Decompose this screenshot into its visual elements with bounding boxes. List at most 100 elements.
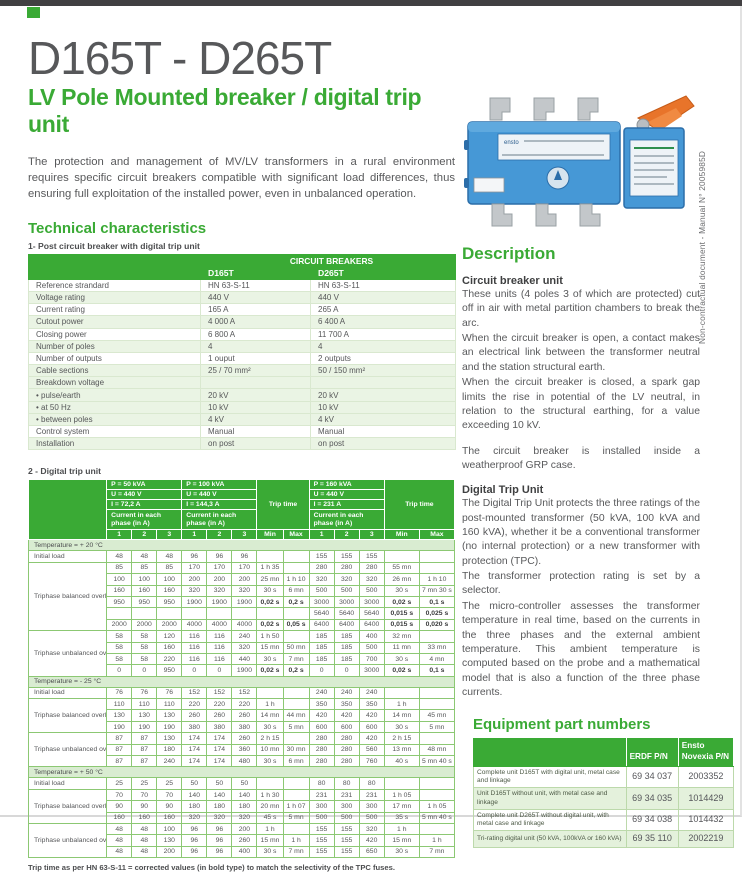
trip-value-cell: 155 bbox=[358, 550, 385, 563]
trip-value-cell: 0 bbox=[181, 664, 208, 677]
trip-value-cell: 160 bbox=[156, 811, 183, 825]
table-row: 130 130 130 260 260 260 14 mn 44 mn 420 420 420 14 … bbox=[29, 709, 456, 722]
table1-value-d265t: 50 / 150 mm² bbox=[309, 364, 457, 378]
trip-value-cell: 1 h bbox=[256, 698, 284, 711]
trip-value-cell: 420 bbox=[358, 732, 385, 745]
trip-value-cell: 650 bbox=[358, 845, 385, 859]
trip-value-cell: 110 bbox=[156, 698, 183, 711]
trip-value-cell: 480 bbox=[231, 755, 258, 768]
trip-value-cell: 50 bbox=[181, 777, 208, 790]
trip-value-cell: 500 bbox=[333, 811, 360, 825]
table-row: Triphase unbalanced overload878713017417… bbox=[27, 732, 456, 768]
trip-value-cell bbox=[106, 607, 133, 620]
temperature-section-row: Temperature = + 50 °C bbox=[28, 766, 455, 779]
trip-value-cell: 600 bbox=[358, 720, 385, 734]
trip-value-cell: 1 h 30 bbox=[256, 788, 284, 802]
equipment-description: Complete unit D265T without digital unit… bbox=[473, 808, 627, 832]
table-row: Triphase balanced overload85858517017017… bbox=[27, 561, 456, 632]
table1-value-d165t: 10 kV bbox=[200, 400, 311, 414]
trip-value-cell: 240 bbox=[358, 686, 385, 700]
trip-value-cell bbox=[181, 607, 208, 620]
trip-value-cell: 50 mn bbox=[282, 641, 310, 654]
trip-value-cell: 96 bbox=[181, 550, 208, 563]
trip-value-cell: 90 bbox=[156, 800, 183, 813]
trip-value-cell: 35 s bbox=[383, 811, 420, 825]
trip-value-cell: 5 mn bbox=[418, 720, 456, 734]
table-row: 90 90 90 180 180 180 20 mn 1 h 07 300 300 300 17 mn… bbox=[29, 800, 456, 813]
trip-value-cell: 70 bbox=[106, 788, 133, 802]
description-paragraph: The micro-controller assesses the transf… bbox=[462, 600, 700, 698]
table-row: 950 950 950 1900 1900 1900 0,02 s 0,2 s 3000 3000… bbox=[29, 595, 456, 609]
trip-value-cell: 7 mn bbox=[282, 652, 310, 666]
trip-value-cell: 80 bbox=[358, 777, 385, 790]
erdf-part-number: 69 34 038 bbox=[625, 808, 679, 832]
trip-value-cell: 1 h 07 bbox=[282, 800, 310, 813]
trip-value-cell: 48 bbox=[106, 822, 133, 836]
temperature-section-row: Temperature = + 20 °C bbox=[28, 539, 455, 552]
trip-value-cell: 260 bbox=[181, 709, 208, 722]
phase-col-header: 2 bbox=[333, 529, 360, 541]
trip-time-header: Trip time bbox=[383, 479, 456, 531]
trip-value-cell: 200 bbox=[231, 573, 258, 586]
trip-value-cell: 260 bbox=[231, 709, 258, 722]
trip-value-cell: 116 bbox=[181, 630, 208, 643]
trip-value-cell: 160 bbox=[131, 811, 158, 825]
trip-value-cell: 280 bbox=[358, 561, 385, 575]
min-header: Min bbox=[256, 529, 284, 541]
trip-value-cell: 100 bbox=[156, 573, 183, 586]
trip-value-cell: 76 bbox=[131, 686, 158, 700]
trip-value-cell: 280 bbox=[308, 743, 335, 757]
trip-value-cell: 6400 bbox=[333, 618, 360, 632]
trip-time-note: Trip time as per HN 63-S-11 = corrected … bbox=[28, 863, 395, 872]
temperature-section-row: Temperature = - 25 °C bbox=[28, 675, 455, 688]
trip-value-cell: 152 bbox=[231, 686, 258, 700]
trip-value-cell bbox=[282, 561, 310, 575]
trip-value-cell: 1 h 10 bbox=[418, 573, 456, 586]
trip-value-cell: 155 bbox=[333, 822, 360, 836]
table-row: Initial load 76 76 76 152 152 152 240 240 240 bbox=[27, 686, 456, 700]
trip-value-cell bbox=[418, 550, 456, 563]
trip-value-cell: 50 bbox=[206, 777, 233, 790]
trip-value-cell: 76 bbox=[106, 686, 133, 700]
trip-value-cell: 180 bbox=[231, 800, 258, 813]
phase-col-header: 1 bbox=[181, 529, 208, 541]
trip-value-cell bbox=[418, 630, 456, 643]
trip-value-cell: 600 bbox=[333, 720, 360, 734]
trip-value-cell bbox=[383, 777, 420, 790]
trip-value-cell: 320 bbox=[333, 573, 360, 586]
equipment-corner bbox=[473, 738, 627, 767]
trip-value-cell: 950 bbox=[156, 664, 183, 677]
digital-trip-unit-heading: Digital Trip Unit bbox=[462, 484, 544, 497]
table-row: • at 50 Hz 10 kV 10 kV bbox=[28, 400, 457, 414]
table1-value-d265t: 4 bbox=[309, 339, 457, 353]
trip-value-cell: 200 bbox=[231, 822, 258, 836]
equipment-description: Complete unit D165T with digital unit, m… bbox=[473, 765, 627, 789]
trip-value-cell: 96 bbox=[181, 845, 208, 859]
table1-value-d165t: 4 bbox=[200, 339, 311, 353]
trip-value-cell: 280 bbox=[308, 732, 335, 745]
table1-row-label: Reference strandard bbox=[28, 278, 201, 292]
trip-value-cell: 260 bbox=[231, 834, 258, 847]
trip-value-cell: 0,1 s bbox=[418, 595, 456, 609]
trip-value-cell: 1 h bbox=[256, 822, 284, 836]
trip-value-cell bbox=[282, 822, 310, 836]
trip-value-cell: 25 bbox=[156, 777, 183, 790]
intro-paragraph: The protection and management of MV/LV t… bbox=[28, 156, 455, 201]
description-paragraph: The circuit breaker is installed inside … bbox=[462, 445, 700, 471]
trip-value-cell: 0,2 s bbox=[282, 595, 310, 609]
power-header: P = 160 kVA bbox=[308, 479, 385, 491]
trip-value-cell: 155 bbox=[308, 822, 335, 836]
table1-column-header: D165T bbox=[200, 266, 311, 280]
brand-green-square bbox=[27, 7, 40, 18]
table1-row-label: Closing power bbox=[28, 327, 201, 341]
trip-value-cell: 4 mn bbox=[418, 652, 456, 666]
trip-value-cell: 185 bbox=[308, 641, 335, 654]
table1-value-d165t: 20 kV bbox=[200, 388, 311, 402]
trip-value-cell: 0,02 s bbox=[256, 595, 284, 609]
trip-value-cell: 260 bbox=[206, 709, 233, 722]
trip-value-cell: 1 h bbox=[383, 822, 420, 836]
trip-value-cell: 130 bbox=[156, 732, 183, 745]
trip-value-cell: 90 bbox=[131, 800, 158, 813]
svg-text:ensto: ensto bbox=[504, 140, 519, 146]
